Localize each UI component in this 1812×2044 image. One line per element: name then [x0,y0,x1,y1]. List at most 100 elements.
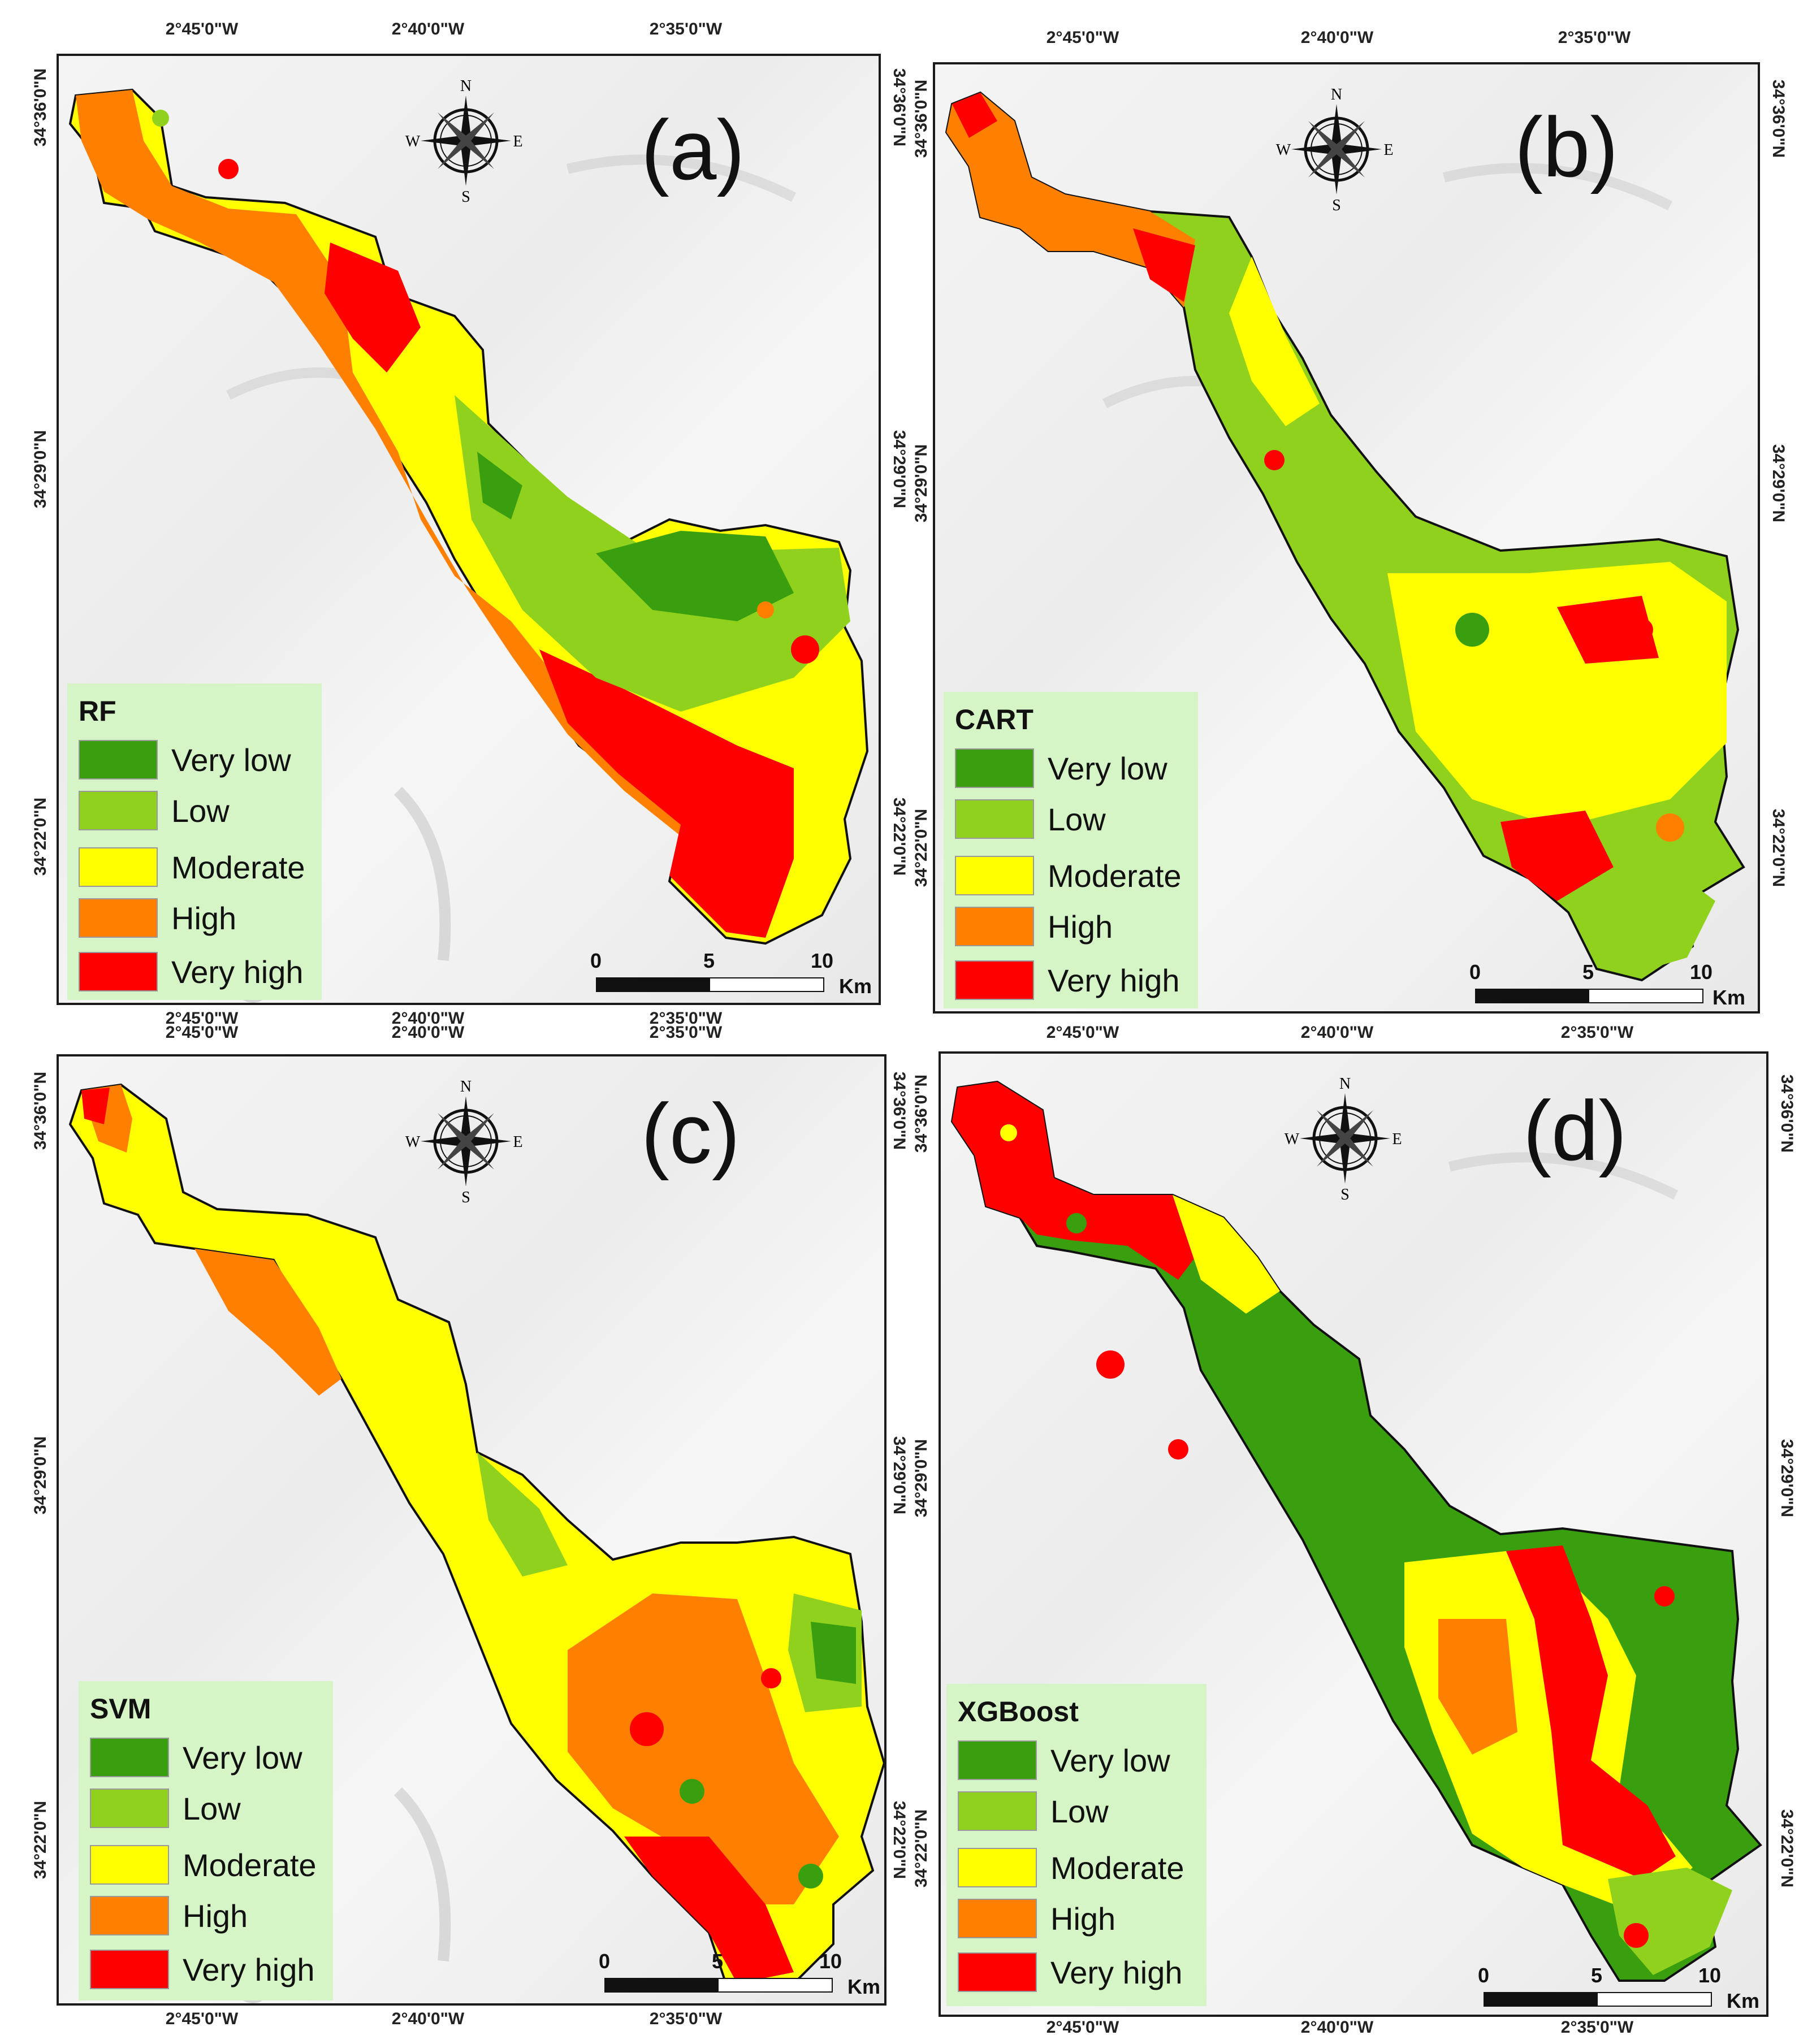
svg-text:E: E [1392,1131,1402,1148]
panel-b: 2°45'0"W 2°40'0"W 2°35'0"W 34°36'0"N 34°… [907,0,1812,1017]
svg-text:W: W [1285,1131,1300,1148]
swatch-very-low [90,1738,169,1777]
zone-high [568,1593,839,1904]
scale-unit: Km [847,1975,881,1998]
lat-label-right: 34°29'0"N [1769,444,1788,523]
zone-low [477,1452,568,1577]
legend: SVM Very low Low Moderate High Very high [79,1681,333,2000]
lat-label-left: 34°36'0"N [912,79,931,158]
map-frame: N S E W (a) RF Very low Low Moderate Hig… [57,54,881,1005]
compass-icon: N S E W [405,1078,523,1206]
scale-tick: 10 [1689,960,1713,984]
swatch-very-low [958,1740,1037,1780]
lon-label-bottom: 2°40'0"W [391,2010,465,2028]
lat-label-right: 34°22'0"N [890,797,909,876]
panel-c: 2°45'0"W 2°40'0"W 2°35'0"W 2°45'0"W 2°40… [0,1023,909,2044]
swatch-high [958,1899,1037,1938]
legend-label: Low [1048,801,1106,837]
scale-tick: 5 [1582,960,1594,984]
legend-label: Moderate [1048,858,1182,894]
compass-rose: N S E W [404,73,528,206]
lon-label-bottom: 2°45'0"W [1046,2018,1119,2037]
swatch-very-high [90,1950,169,1989]
zone-low-south [1585,867,1715,975]
panel-a: 2°45'0"W 2°40'0"W 2°35'0"W 2°45'0"W 2°40… [0,0,909,1028]
lon-label-bottom: 2°45'0"W [165,2010,239,2028]
scale-bar-white [1597,1992,1712,2007]
legend: XGBoost Very low Low Moderate High Very … [946,1684,1206,2006]
lon-label-top: 2°40'0"W [391,1023,465,1042]
lat-label-right: 34°36'0"N [1778,1074,1796,1153]
scale-tick: 10 [810,949,834,972]
svg-text:S: S [461,1189,470,1203]
scale-unit: Km [1712,986,1746,1009]
zone-very-high [1506,1545,1676,1879]
panel-d: 2°45'0"W 2°40'0"W 2°35'0"W 2°45'0"W 2°40… [907,1023,1812,2044]
scale-unit: Km [1727,1989,1760,2012]
legend-title: SVM [90,1693,152,1725]
compass-icon: N S E W [1276,86,1394,214]
lon-label-top: 2°40'0"W [1300,1023,1374,1042]
legend-label: Low [183,1790,241,1826]
scale-unit: Km [839,975,872,998]
lon-label-top: 2°45'0"W [1046,28,1119,47]
lat-label-left: 34°36'0"N [912,1074,931,1153]
scale-bar-white [1588,989,1703,1003]
legend-label: Very high [1050,1954,1183,1990]
lat-label-left: 34°29'0"N [912,1439,931,1518]
svg-text:E: E [1383,141,1393,159]
swatch-very-high [958,1952,1037,1992]
scale-bar-white [709,977,824,992]
zone-low [1608,1868,1732,1975]
lon-label-bottom: 2°35'0"W [649,1009,723,1028]
map-frame: N S E W (d) XGBoost Very low Low Moderat… [939,1051,1768,2017]
swatch-moderate [955,856,1034,895]
zone-very-high [325,242,421,373]
swatch-very-low [79,740,158,780]
scale-bar: 0 5 10 Km [1478,1964,1759,2015]
susceptibility-map [68,88,869,1003]
swatch-high [955,907,1034,946]
scale-tick: 0 [1469,960,1481,984]
zone-very-high [952,93,997,138]
svg-text:N: N [1339,1075,1351,1093]
legend-item: High [958,1896,1115,1941]
legend-item: Low [79,788,230,833]
zone-moderate [1229,257,1320,426]
scale-tick: 10 [1698,1964,1722,1987]
legend-label: Very low [183,1739,302,1775]
legend-item: Moderate [90,1842,317,1887]
scale-tick: 5 [703,949,715,972]
lat-label-right: 34°29'0"N [890,1436,909,1515]
legend-item: Very high [79,949,304,994]
lon-label-top: 2°45'0"W [165,1023,239,1042]
panel-label: (d) [1523,1083,1627,1178]
scale-tick: 0 [590,949,602,972]
legend-label: Moderate [1050,1850,1184,1886]
legend-title: CART [955,704,1033,735]
lon-label-top: 2°35'0"W [649,1023,723,1042]
legend-item: Low [955,796,1106,842]
scale-bar-black [596,977,711,992]
lat-label-left: 34°22'0"N [31,797,50,876]
legend-title: XGBoost [958,1696,1079,1727]
scale-bar: 0 5 10 Km [599,1950,880,2000]
legend-title: RF [79,695,116,727]
scale-bar-white [717,1978,833,1993]
lat-label-left: 34°29'0"N [912,444,931,523]
legend-item: Low [958,1788,1109,1834]
lat-label-right: 34°36'0"N [890,1071,909,1150]
svg-text:W: W [405,1133,421,1151]
lon-label-top: 2°40'0"W [1300,28,1374,47]
legend-item: Very low [90,1735,302,1780]
lon-label-bottom: 2°40'0"W [391,1009,465,1028]
zone-very-low [477,452,522,519]
zone-very-high [624,1837,794,1984]
legend-label: Very low [1050,1742,1170,1778]
svg-text:W: W [405,133,421,150]
legend-item: High [90,1893,248,1938]
swatch-low [958,1791,1037,1831]
lat-label-right: 34°22'0"N [1778,1809,1796,1888]
legend-label: Moderate [183,1847,317,1883]
zone-very-high [1557,596,1659,664]
